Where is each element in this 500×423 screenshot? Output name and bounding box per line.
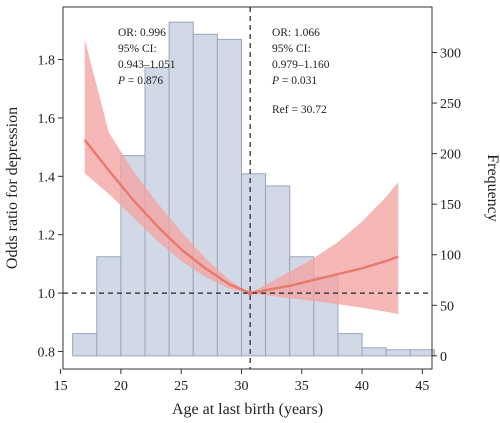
histogram-bar: [168, 21, 194, 357]
histogram-bar: [409, 349, 435, 357]
left-y-tick-label: 1.4: [38, 170, 56, 185]
right-y-tick-label: 50: [440, 299, 454, 314]
right-y-tick-label: 0: [440, 350, 447, 365]
x-tick-label: 25: [174, 379, 188, 394]
right-y-tick-label: 150: [440, 198, 461, 213]
annotation-right-ci-label: 95% CI:: [272, 43, 311, 55]
right-y-tick-label: 300: [440, 47, 461, 62]
x-tick-label: 20: [114, 379, 128, 394]
left-y-tick-label: 1.6: [38, 112, 56, 127]
right-y-tick-label: 200: [440, 148, 461, 163]
right-y-tick-label: 100: [440, 249, 461, 264]
histogram-bar: [361, 347, 387, 357]
reference-lines: [63, 7, 432, 369]
annotation-left-p: P = 0.876: [117, 75, 163, 87]
histogram-bar: [337, 333, 363, 357]
annotation-right: OR: 1.066 95% CI: 0.979–1.160 P = 0.031 …: [271, 27, 330, 116]
reference-point: [247, 290, 253, 296]
left-y-tick-label: 1.8: [38, 54, 56, 69]
axes: 15 20 25 30 35 40 45 0.8 1.0 1.2 1.4 1.6 1.8 0 50 100 15…: [38, 47, 462, 394]
annotation-left-ci: 0.943–1.051: [118, 59, 176, 71]
annotation-left: OR: 0.996 95% CI: 0.943–1.051 P = 0.876: [117, 27, 176, 87]
x-tick-label: 40: [355, 379, 369, 394]
annotation-left-ci-label: 95% CI:: [118, 43, 157, 55]
plot-frame: [62, 6, 433, 370]
annotation-right-or: OR: 1.066: [272, 27, 320, 39]
x-tick-label: 15: [54, 379, 68, 394]
left-y-axis-title: Odds ratio for depression: [4, 107, 21, 269]
x-tick-label: 45: [415, 379, 429, 394]
p-symbol: P: [271, 75, 279, 87]
annotation-ref: Ref = 30.72: [272, 104, 327, 116]
histogram-bar: [192, 33, 218, 357]
histogram-bar: [96, 256, 122, 357]
annotation-right-p: P = 0.031: [271, 75, 317, 87]
histogram-bar: [385, 349, 411, 357]
p-value: = 0.876: [125, 75, 163, 87]
histogram-bar: [216, 38, 242, 357]
x-tick-label: 35: [295, 379, 309, 394]
right-y-axis-title: Frequency: [484, 154, 500, 222]
histogram-bar: [240, 173, 267, 357]
p-value: = 0.031: [279, 75, 317, 87]
p-symbol: P: [117, 75, 125, 87]
histogram-bar: [72, 333, 98, 357]
left-y-tick-label: 1.0: [38, 287, 56, 302]
left-y-tick-label: 0.8: [38, 345, 56, 360]
annotation-left-or: OR: 0.996: [118, 27, 166, 39]
confidence-band: [84, 39, 399, 315]
x-axis-title: Age at last birth (years): [172, 401, 323, 418]
histogram-bar: [265, 185, 291, 357]
annotation-right-ci: 0.979–1.160: [272, 59, 330, 71]
right-y-tick-label: 250: [440, 97, 461, 112]
x-tick-label: 30: [234, 379, 248, 394]
left-y-tick-label: 1.2: [38, 229, 56, 244]
